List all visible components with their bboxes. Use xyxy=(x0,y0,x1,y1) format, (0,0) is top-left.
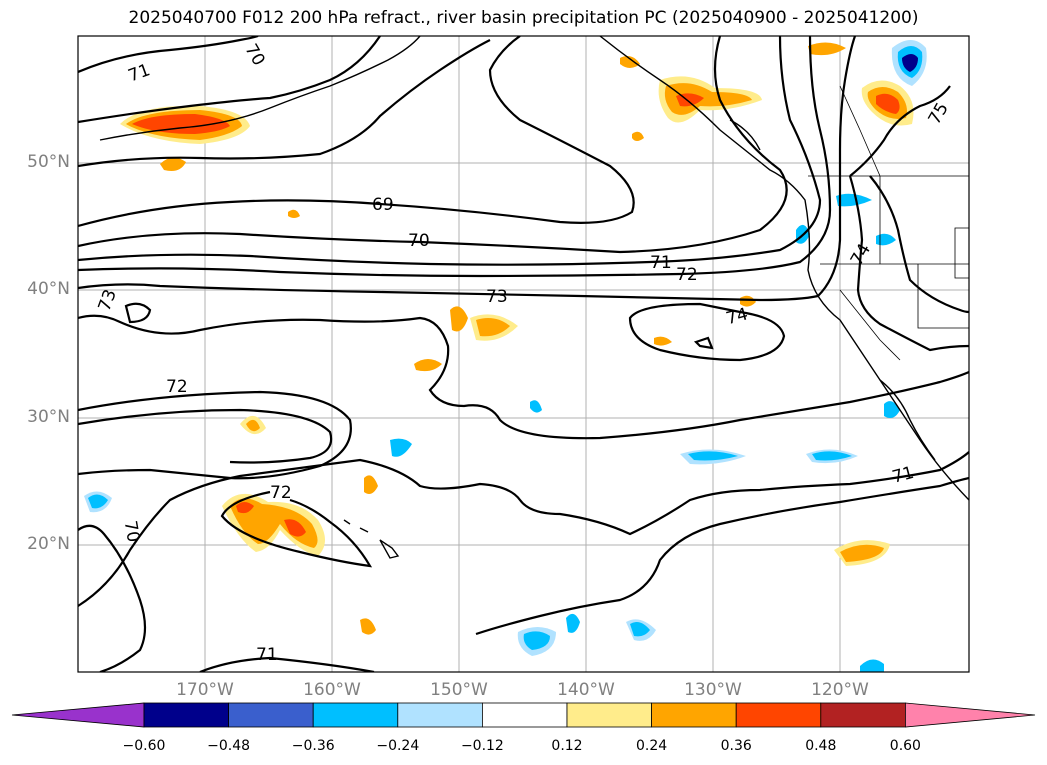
colorbar-swatch xyxy=(481,702,568,728)
colorbar-swatch xyxy=(397,702,483,728)
anomaly-northeast xyxy=(861,40,927,126)
lon-label-120w: 120°W xyxy=(811,680,869,700)
colorbar-tick-label: −0.36 xyxy=(291,738,335,754)
lat-label-40n: 40°N xyxy=(27,279,70,299)
colorbar-swatch xyxy=(735,702,822,728)
contour-label: 73 xyxy=(95,287,121,314)
lon-label-140w: 140°W xyxy=(557,680,615,700)
contour-label: 74 xyxy=(724,304,750,329)
colorbar-swatch xyxy=(11,702,145,728)
boundaries xyxy=(808,85,969,361)
contour-label: 71 xyxy=(650,253,672,273)
contour-label: 71 xyxy=(126,60,153,86)
contour-label: 73 xyxy=(486,287,508,307)
colorbar-swatch xyxy=(228,702,314,728)
colorbar-tick-label: −0.60 xyxy=(122,738,166,754)
contour-label: 72 xyxy=(676,265,698,285)
colorbar-tick-label: 0.12 xyxy=(551,738,583,754)
anomaly-bc-coast xyxy=(658,76,762,123)
contour-label: 70 xyxy=(120,519,143,544)
contour-label: 70 xyxy=(408,231,430,251)
contour-label: 70 xyxy=(240,41,268,70)
colorbar-swatch xyxy=(566,702,652,728)
refractivity-contours xyxy=(78,36,969,672)
colorbar-tick-label: −0.12 xyxy=(460,738,504,754)
anomaly-aleutian xyxy=(120,105,250,144)
colorbar-swatch xyxy=(905,702,1036,728)
contour-label: 74 xyxy=(847,240,875,269)
contour-label: 71 xyxy=(256,645,278,665)
colorbar-swatch xyxy=(820,702,906,728)
gridlines xyxy=(78,36,969,672)
colorbar xyxy=(11,702,1036,728)
lon-label-160w: 160°W xyxy=(303,680,361,700)
anomaly-hawaii xyxy=(222,493,325,556)
colorbar-tick-label: −0.48 xyxy=(207,738,251,754)
colorbar-tick-label: 0.24 xyxy=(636,738,668,754)
precip-anomalies xyxy=(84,40,927,672)
colorbar-tick-label: −0.24 xyxy=(376,738,420,754)
contour-label: 72 xyxy=(270,483,292,503)
colorbar-tick-label: 0.36 xyxy=(720,738,752,754)
lon-label-130w: 130°W xyxy=(684,680,742,700)
contour-label: 71 xyxy=(890,463,916,488)
contour-label: 72 xyxy=(166,377,188,397)
lat-label-30n: 30°N xyxy=(27,407,70,427)
colorbar-swatch xyxy=(143,702,229,728)
colorbar-swatch xyxy=(312,702,399,728)
lat-label-50n: 50°N xyxy=(27,152,70,172)
map-title: 2025040700 F012 200 hPa refract., river … xyxy=(128,8,919,28)
lon-label-150w: 150°W xyxy=(430,680,488,700)
colorbar-swatch xyxy=(651,702,737,728)
colorbar-tick-label: 0.48 xyxy=(805,738,837,754)
colorbar-tick-label: 0.60 xyxy=(889,738,921,754)
map-frame xyxy=(77,35,970,673)
lat-label-20n: 20°N xyxy=(27,534,70,554)
contour-label: 69 xyxy=(372,195,394,215)
lon-label-170w: 170°W xyxy=(176,680,234,700)
